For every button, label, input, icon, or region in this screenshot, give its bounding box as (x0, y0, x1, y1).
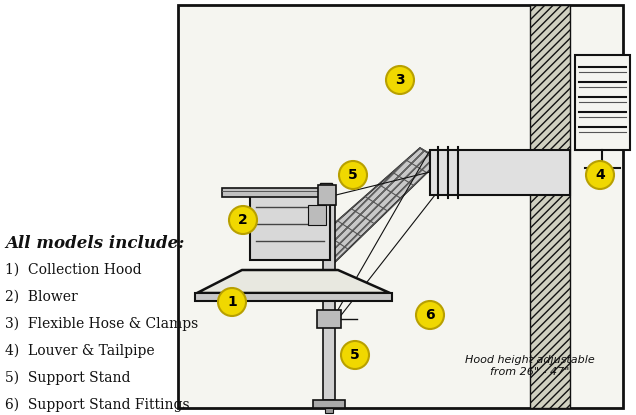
Bar (178, 5, 623, 408)
Polygon shape (310, 148, 440, 262)
Circle shape (386, 66, 414, 94)
Circle shape (416, 301, 444, 329)
Bar (313, 400, 345, 408)
Text: 5)  Support Stand: 5) Support Stand (5, 371, 130, 386)
Circle shape (339, 161, 367, 189)
Text: 6: 6 (425, 308, 435, 322)
Circle shape (229, 206, 257, 234)
Bar (530, 5, 570, 408)
Bar (222, 188, 330, 197)
Text: 1: 1 (227, 295, 237, 309)
Text: 4)  Louver & Tailpipe: 4) Louver & Tailpipe (5, 344, 155, 359)
Text: 4: 4 (595, 168, 605, 182)
Text: 1)  Collection Hood: 1) Collection Hood (5, 263, 142, 277)
Text: 5: 5 (348, 168, 358, 182)
Text: 3)  Flexible Hose & Clamps: 3) Flexible Hose & Clamps (5, 317, 198, 332)
Circle shape (586, 161, 614, 189)
Polygon shape (197, 270, 390, 293)
Bar (430, 150, 570, 195)
Bar (325, 408, 333, 413)
Bar (308, 205, 326, 225)
Polygon shape (195, 293, 392, 301)
Text: All models include:: All models include: (5, 235, 184, 252)
Text: Hood height adjustable
from 26" - 47": Hood height adjustable from 26" - 47" (465, 355, 595, 376)
Bar (320, 183, 332, 202)
Circle shape (341, 341, 369, 369)
Text: 6)  Support Stand Fittings: 6) Support Stand Fittings (5, 398, 190, 413)
Bar (250, 195, 330, 260)
Text: 2: 2 (238, 213, 248, 227)
Bar (575, 55, 630, 150)
Bar (317, 310, 341, 328)
Circle shape (218, 288, 246, 316)
Bar (323, 205, 335, 400)
Bar (318, 185, 336, 205)
Text: 2)  Blower: 2) Blower (5, 290, 78, 304)
Text: 3: 3 (395, 73, 404, 87)
Text: 5: 5 (350, 348, 360, 362)
